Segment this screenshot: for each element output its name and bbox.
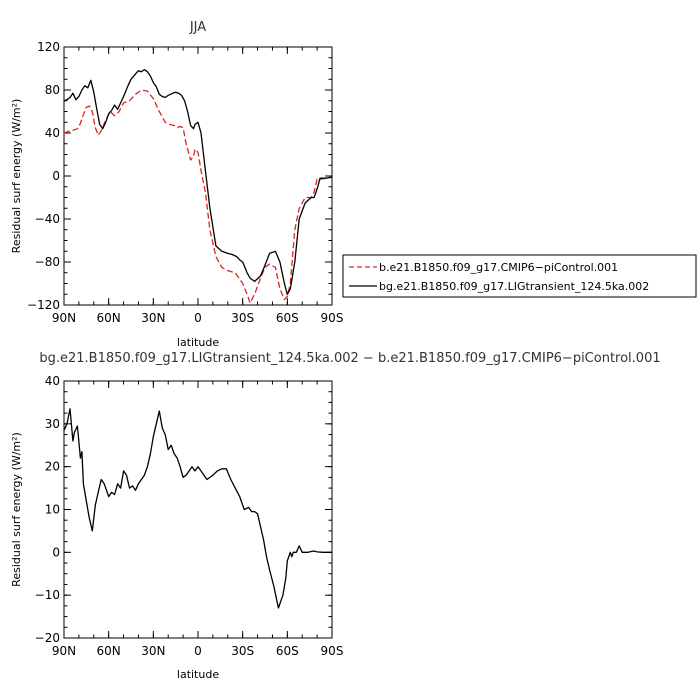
series-line-0 <box>63 408 332 609</box>
y-tick-label: −10 <box>35 588 60 602</box>
x-tick-label: 30N <box>141 311 165 325</box>
x-tick-label: 60N <box>97 311 121 325</box>
x-tick-label: 60S <box>276 644 299 658</box>
plot-frame <box>63 380 333 639</box>
y-axis-label: Residual surf energy (W/m²) <box>10 432 23 587</box>
y-tick-label: −80 <box>35 255 60 269</box>
y-tick-label: −40 <box>35 212 60 226</box>
y-tick-label: 0 <box>52 169 60 183</box>
y-tick-label: 80 <box>45 83 60 97</box>
y-tick-label: 40 <box>45 126 60 140</box>
legend-entry: b.e21.B1850.f09_g17.CMIP6−piControl.001 <box>379 261 618 274</box>
y-tick-label: 30 <box>45 417 60 431</box>
chart-title: bg.e21.B1850.f09_g17.LIGtransient_124.5k… <box>39 351 660 366</box>
bottom-chart: bg.e21.B1850.f09_g17.LIGtransient_124.5k… <box>10 351 661 681</box>
x-tick-label: 0 <box>194 644 202 658</box>
y-tick-label: 120 <box>37 40 60 54</box>
chart-title: JJA <box>189 20 206 35</box>
y-tick-label: −20 <box>35 631 60 645</box>
x-tick-label: 90S <box>321 644 344 658</box>
y-tick-label: 40 <box>45 374 60 388</box>
y-tick-label: 20 <box>45 460 60 474</box>
x-axis-label: latitude <box>177 336 219 349</box>
y-tick-label: 0 <box>52 545 60 559</box>
y-axis-label: Residual surf energy (W/m²) <box>10 99 23 254</box>
x-tick-label: 90S <box>321 311 344 325</box>
x-tick-label: 30S <box>231 644 254 658</box>
x-tick-label: 60S <box>276 311 299 325</box>
y-tick-label: −120 <box>27 298 60 312</box>
x-tick-label: 90N <box>52 311 76 325</box>
series-line-0 <box>63 89 333 304</box>
legend: b.e21.B1850.f09_g17.CMIP6−piControl.001b… <box>342 254 697 298</box>
legend-box <box>342 254 697 298</box>
x-tick-label: 30N <box>141 644 165 658</box>
plot-frame <box>63 46 333 306</box>
x-tick-label: 90N <box>52 644 76 658</box>
x-tick-label: 0 <box>194 311 202 325</box>
legend-entry: bg.e21.B1850.f09_g17.LIGtransient_124.5k… <box>379 280 649 293</box>
y-tick-label: 10 <box>45 503 60 517</box>
x-axis-label: latitude <box>177 668 219 681</box>
series-line-1 <box>63 68 333 295</box>
x-tick-label: 60N <box>97 644 121 658</box>
x-tick-label: 30S <box>231 311 254 325</box>
